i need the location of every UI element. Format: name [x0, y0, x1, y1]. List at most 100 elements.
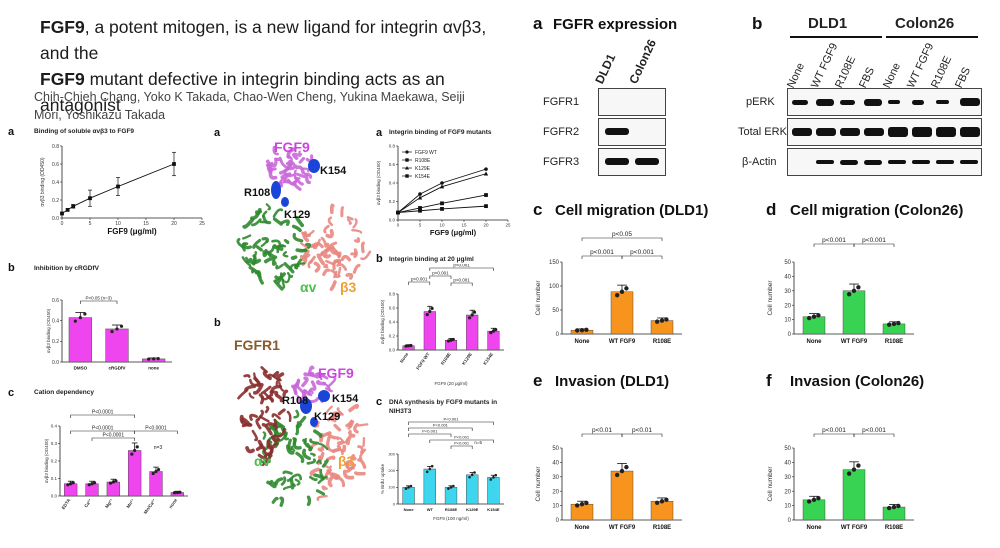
panel-title-left-c: Cation dependency: [34, 389, 94, 396]
y-tick-label: 0.4: [52, 180, 59, 186]
bar: [106, 481, 120, 497]
x-category-label: DMSO: [74, 366, 88, 371]
alphav-ribbon: [292, 232, 304, 243]
alphav-ribbon: [280, 476, 287, 486]
x-tick-label: 5: [419, 223, 422, 228]
alphav-ribbon: [295, 215, 305, 228]
beta3-ribbon: [301, 249, 310, 262]
beta3-ribbon: [347, 218, 352, 225]
alphav-ribbon: [315, 489, 326, 496]
y-tick-label: 0.0: [52, 360, 59, 366]
alphav-ribbon: [305, 242, 312, 249]
replicate-point: [619, 289, 625, 294]
beta3-ribbon: [320, 236, 328, 248]
perk-row-label-1: pERK: [746, 96, 775, 108]
bar: [610, 291, 634, 335]
significance-label: p<0.001: [590, 249, 614, 256]
panel-label-left-b: b: [8, 262, 15, 274]
fgf9-ribbon: [294, 165, 305, 175]
beta3-ribbon: [325, 228, 334, 239]
y-axis-label: αvβ3 binding (OD450): [380, 299, 385, 344]
fgf9-ribbon: [270, 157, 278, 168]
x-category-label: None: [404, 507, 415, 512]
x-category-label: Mn/Ca²⁺: [143, 497, 157, 515]
x-category-label: R108E: [653, 525, 671, 531]
bar: [402, 487, 415, 505]
beta3-ribbon: [341, 444, 347, 453]
perk-lane-label: None: [785, 61, 808, 90]
significance-bracket: [408, 433, 452, 437]
band: [960, 160, 978, 164]
replicate-point: [156, 357, 160, 361]
alphav-ribbon: [276, 244, 285, 254]
y-tick-label: 100: [549, 284, 560, 290]
fgfr1-ribbon: [251, 429, 259, 442]
band: [792, 128, 812, 136]
x-category-label: R108E: [653, 339, 671, 345]
data-point: [88, 196, 92, 201]
beta3-ribbon: [357, 445, 364, 454]
beta3-ribbon: [336, 263, 348, 271]
replicate-point: [574, 503, 580, 508]
k129-residue: [310, 417, 318, 427]
beta3-ribbon: [316, 253, 325, 266]
replicate-point: [494, 327, 498, 332]
replicate-point: [856, 463, 861, 468]
data-point: [60, 211, 64, 216]
replicate-point: [409, 343, 413, 348]
alphav-ribbon: [315, 459, 322, 465]
alphav-ribbon: [283, 262, 295, 274]
replicate-point: [811, 314, 817, 319]
bar: [487, 330, 500, 351]
significance-label: p<0.001: [432, 271, 449, 276]
band: [635, 158, 659, 165]
x-category-label: R108E: [885, 339, 903, 345]
fgfr1-ribbon: [265, 422, 277, 428]
bar: [487, 477, 500, 505]
replicate-point: [886, 322, 892, 327]
data-point: [418, 192, 422, 196]
y-tick-label: 20: [552, 489, 559, 495]
fgfr1-label: FGFR1: [234, 337, 280, 353]
alphav-ribbon: [241, 242, 249, 252]
k129-residue: [281, 197, 289, 207]
x-category-label: None: [807, 339, 823, 345]
replicate-point: [886, 505, 892, 511]
x-category-label: Mg²⁺: [104, 497, 114, 509]
x-axis-label: FGF9 (μg/ml): [430, 228, 477, 237]
significance-label: p<0.01: [592, 427, 612, 434]
chart-migration-dld1: 0 50 100 150 Cell number None WT FGF9 R108E p<0.…: [535, 231, 682, 345]
beta3-ribbon: [324, 405, 333, 415]
beta3-ribbon: [325, 242, 337, 255]
r108-label: R108: [282, 395, 308, 407]
data-point: [440, 181, 444, 185]
band: [864, 159, 882, 165]
legend-marker: [405, 158, 409, 162]
y-tick-label: 300: [388, 451, 395, 456]
beta3-ribbon: [353, 422, 359, 434]
data-point: [440, 201, 444, 206]
x-category-label: K129E: [461, 352, 473, 366]
replicate-point: [470, 313, 474, 317]
bar: [423, 311, 436, 351]
paper-authors: Chih-Chieh Chang, Yoko K Takada, Chao-We…: [34, 90, 465, 122]
fgfr1-ribbon: [263, 446, 273, 458]
x-category-label: K154E: [487, 507, 500, 512]
band: [888, 127, 908, 137]
significance-bracket: [429, 275, 452, 279]
x-tick-label: 10: [115, 221, 121, 227]
y-tick-label: 0.4: [389, 320, 396, 325]
title-gene-2: FGF9: [40, 69, 85, 89]
band: [912, 160, 930, 164]
x-tick-label: 20: [483, 223, 489, 228]
beta3-ribbon: [326, 432, 337, 440]
beta3-ribbon: [345, 272, 354, 280]
legend-label: R108E: [415, 158, 431, 164]
y-tick-label: 50: [784, 446, 791, 452]
replicate-point: [468, 475, 471, 479]
beta3-ribbon: [313, 261, 321, 273]
sample-size-label: n=5: [474, 440, 482, 445]
fgf9-ribbon: [280, 172, 292, 179]
replicate-point: [449, 486, 453, 489]
replicate-point: [654, 500, 660, 505]
